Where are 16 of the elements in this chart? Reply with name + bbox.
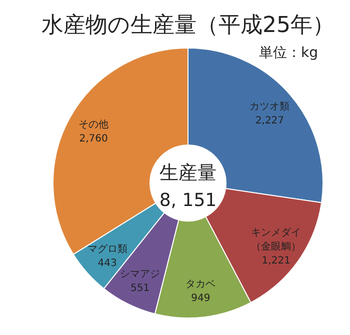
slice-label: マグロ類 (87, 242, 128, 255)
slice-label: タカベ (186, 279, 216, 290)
text: 生産量 (160, 162, 216, 184)
slice-label: カツオ類 (250, 100, 290, 112)
slice-label: シマアジ (120, 268, 160, 280)
data-label: 2,760 (79, 134, 108, 145)
data-label: 2,227 (255, 115, 284, 126)
data-label: 551 (130, 282, 150, 294)
slice-label: キンメダイ（金眼鯛） (251, 226, 302, 252)
data-label: 1,221 (262, 255, 290, 266)
chart-subtitle: 単位：kg (259, 45, 318, 61)
chart-title: 水産物の生産量（平成25年） (42, 13, 334, 38)
data-label: 443 (98, 258, 117, 269)
data-label: 949 (191, 293, 210, 304)
slice-label: その他 (78, 118, 109, 131)
text: 8, 151 (159, 190, 217, 211)
